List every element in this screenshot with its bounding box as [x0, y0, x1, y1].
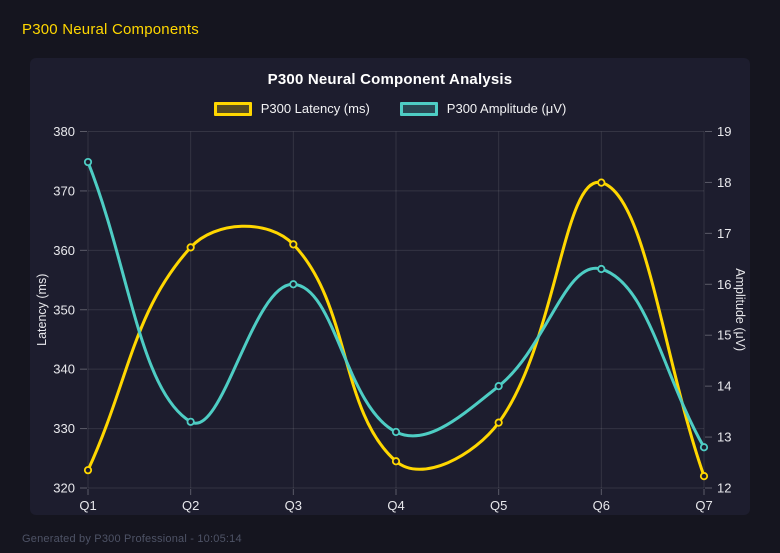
legend-item-latency[interactable]: P300 Latency (ms) — [213, 101, 370, 116]
latency-point-Q1 — [83, 466, 93, 475]
amplitude-point-Q1 — [83, 157, 93, 167]
left-tick-label-320: 320 — [53, 481, 75, 496]
amplitude-point-Q2 — [186, 417, 195, 426]
x-tick-label-Q6: Q6 — [593, 498, 610, 513]
left-tick-label-370: 370 — [53, 183, 75, 198]
right-tick-label-12: 12 — [717, 481, 731, 496]
right-axis-title: Amplitude (μV) — [733, 268, 747, 351]
right-tick-label-19: 19 — [717, 124, 731, 139]
x-tick-label-Q7: Q7 — [695, 498, 712, 513]
right-tick-label-16: 16 — [717, 277, 731, 292]
chart-panel: P300 Neural Component Analysis P300 Late… — [30, 58, 750, 515]
left-tick-label-350: 350 — [53, 302, 75, 317]
chart-legend: P300 Latency (ms) P300 Amplitude (μV) — [30, 101, 750, 116]
footer-text: Generated by P300 Professional - 10:05:1… — [22, 533, 242, 545]
latency-point-Q2 — [186, 243, 195, 252]
line-chart: 320 330 340 350 360 370 380 12 13 14 15 16 17 18 19 Q1 Q… — [35, 124, 747, 513]
legend-item-amplitude[interactable]: P300 Amplitude (μV) — [399, 101, 567, 116]
x-tick-label-Q1: Q1 — [79, 498, 96, 513]
right-tick-label-17: 17 — [717, 226, 731, 241]
legend-label-latency: P300 Latency (ms) — [260, 101, 370, 116]
right-tick-label-15: 15 — [717, 328, 731, 343]
latency-point-Q7 — [699, 472, 709, 481]
legend-swatch-latency — [213, 101, 252, 116]
right-tick-label-14: 14 — [717, 379, 731, 394]
latency-point-Q4 — [391, 457, 401, 466]
left-tick-label-330: 330 — [53, 421, 75, 436]
left-tick-label-340: 340 — [53, 362, 75, 377]
legend-swatch-amplitude — [399, 101, 438, 116]
right-tick-label-18: 18 — [717, 175, 731, 190]
axes: 320 330 340 350 360 370 380 12 13 14 15 16 17 18 19 Q1 Q… — [35, 124, 747, 513]
x-tick-label-Q2: Q2 — [182, 498, 199, 513]
legend-label-amplitude: P300 Amplitude (μV) — [446, 101, 567, 116]
latency-point-Q5 — [494, 418, 503, 427]
amplitude-point-Q6 — [597, 264, 606, 274]
x-tick-label-Q5: Q5 — [490, 498, 507, 513]
left-tick-label-380: 380 — [53, 124, 75, 139]
x-tick-label-Q3: Q3 — [285, 498, 302, 513]
left-tick-label-360: 360 — [53, 243, 75, 258]
right-tick-label-13: 13 — [717, 430, 731, 445]
chart-title: P300 Neural Component Analysis — [267, 71, 513, 88]
page-title: P300 Neural Components — [22, 21, 200, 38]
latency-point-Q3 — [289, 240, 298, 249]
series-lines — [83, 157, 709, 481]
amplitude-point-Q7 — [699, 443, 709, 452]
amplitude-point-Q3 — [289, 280, 298, 289]
amplitude-point-Q5 — [494, 382, 503, 391]
left-axis-title: Latency (ms) — [35, 274, 49, 346]
x-tick-label-Q4: Q4 — [387, 498, 404, 513]
amplitude-point-Q4 — [391, 427, 401, 437]
latency-point-Q6 — [597, 178, 606, 187]
